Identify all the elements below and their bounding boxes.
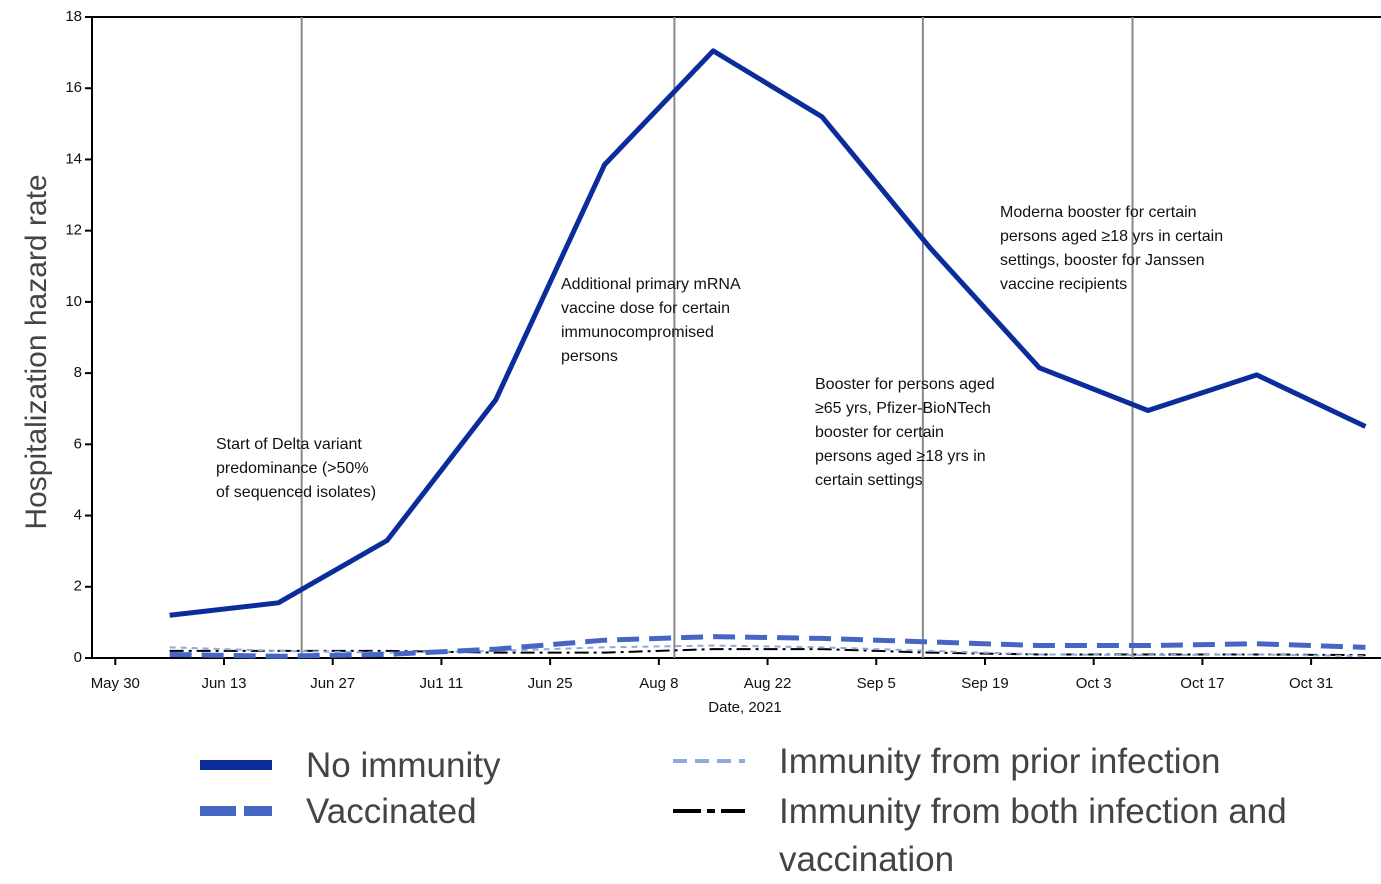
x-axis-label: Date, 2021 bbox=[708, 699, 781, 716]
annotation-line: ≥65 yrs, Pfizer-BioNTech bbox=[815, 400, 991, 417]
x-tick-label: Jun 27 bbox=[310, 675, 355, 692]
x-tick-label: Sep 5 bbox=[857, 675, 896, 692]
annotation-line: Additional primary mRNA bbox=[561, 276, 741, 293]
chart: Hospitalization hazard rate Date, 2021 0… bbox=[20, 8, 1381, 716]
legend-item: Vaccinated bbox=[200, 788, 846, 836]
annotation-line: Moderna booster for certain bbox=[1000, 204, 1197, 221]
y-tick-label: 18 bbox=[65, 8, 82, 25]
legend-item: Immunity from prior infection bbox=[673, 738, 1319, 786]
y-axis-label: Hospitalization hazard rate bbox=[20, 174, 53, 529]
x-tick-label: Aug 8 bbox=[639, 675, 678, 692]
legend-swatch bbox=[200, 760, 272, 770]
annotation-line: immunocompromised bbox=[561, 324, 714, 341]
annotation-line: vaccine dose for certain bbox=[561, 300, 730, 317]
y-tick-label: 0 bbox=[74, 649, 82, 666]
x-tick-label: Ju1 11 bbox=[419, 675, 463, 692]
y-tick-label: 4 bbox=[74, 507, 82, 524]
x-tick-label: Oct 3 bbox=[1076, 675, 1112, 692]
y-tick-label: 10 bbox=[65, 293, 82, 310]
x-tick-label: Jun 13 bbox=[201, 675, 246, 692]
annotation-line: predominance (>50% bbox=[216, 460, 369, 477]
y-tick-label: 6 bbox=[74, 435, 82, 452]
annotation-line: persons aged ≥18 yrs in bbox=[815, 448, 986, 465]
x-tick-label: Jun 25 bbox=[528, 675, 573, 692]
annotation-line: booster for certain bbox=[815, 424, 944, 441]
series-line bbox=[169, 48, 1367, 618]
legend-swatch bbox=[200, 806, 272, 816]
annotation-line: persons aged ≥18 yrs in certain bbox=[1000, 228, 1223, 245]
annotation-line: Booster for persons aged bbox=[815, 376, 995, 393]
annotation-line: of sequenced isolates) bbox=[216, 484, 376, 501]
y-tick-label: 14 bbox=[65, 150, 82, 167]
series-line bbox=[169, 648, 1366, 657]
y-tick-label: 16 bbox=[65, 79, 82, 96]
legend-label: Vaccinated bbox=[306, 792, 477, 831]
y-tick-label: 8 bbox=[74, 364, 82, 381]
legend-item: No immunity bbox=[200, 742, 846, 790]
y-tick-label: 12 bbox=[65, 222, 82, 239]
annotation-line: settings, booster for Janssen bbox=[1000, 252, 1205, 269]
x-tick-label: May 30 bbox=[91, 675, 140, 692]
legend-label: No immunity bbox=[306, 746, 501, 785]
legend-label: Immunity from prior infection bbox=[779, 742, 1221, 781]
annotation-line: Start of Delta variant bbox=[216, 436, 362, 453]
x-tick-label: Oct 31 bbox=[1289, 675, 1333, 692]
annotation-line: vaccine recipients bbox=[1000, 276, 1127, 293]
legend-item: Immunity from both infection and vaccina… bbox=[673, 788, 1319, 884]
legend-swatch bbox=[673, 759, 745, 763]
series-line bbox=[169, 634, 1366, 659]
annotation-line: certain settings bbox=[815, 472, 923, 489]
x-tick-label: Oct 17 bbox=[1180, 675, 1224, 692]
x-tick-label: Aug 22 bbox=[744, 675, 792, 692]
legend-swatch bbox=[673, 809, 745, 813]
x-tick-label: Sep 19 bbox=[961, 675, 1009, 692]
y-tick-label: 2 bbox=[74, 578, 82, 595]
annotation-line: persons bbox=[561, 348, 618, 365]
legend-label: Immunity from both infection and vaccina… bbox=[779, 792, 1287, 879]
